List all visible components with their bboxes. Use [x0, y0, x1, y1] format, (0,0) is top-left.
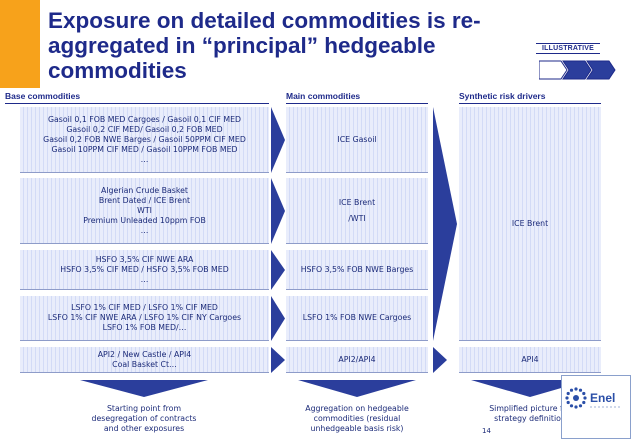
arrow-right-icon [271, 178, 285, 244]
base-gasoil-line-3: Gasoil 0,2 FOB NWE Barges / Gasoil 50PPM… [43, 134, 246, 144]
footnote-main-line-1: Aggregation on hedgeable [305, 404, 409, 413]
synthetic-api4-label: API4 [521, 354, 539, 364]
header-rule-synthetic [459, 103, 601, 104]
footnote-base-line-3: and other exposures [103, 424, 185, 433]
arrow-right-icon [271, 347, 285, 373]
main-ice-brent-label: ICE Brent [338, 197, 376, 207]
header-synthetic-drivers: Synthetic risk drivers [459, 91, 546, 101]
base-crude-line-2: Brent Dated / ICE Brent [98, 195, 191, 205]
base-coal-line-2: Coal Basket Ct… [112, 359, 177, 369]
base-hsfo-line-3: … [140, 274, 149, 284]
footnote-main: Aggregation on hedgeable commodities (re… [282, 404, 432, 434]
main-ice-gasoil-label: ICE Gasoil [337, 134, 377, 144]
synthetic-box-api4: API4 [459, 347, 601, 373]
base-lsfo-line-1: LSFO 1% CIF MED / LSFO 1% CIF MED [71, 303, 218, 312]
arrow-right-icon [271, 107, 285, 173]
footnote-main-line-2: commodities (residual [313, 414, 401, 423]
main-hsfo-label: HSFO 3,5% FOB NWE Barges [300, 264, 414, 274]
base-box-crude: Algerian Crude Basket Brent Dated / ICE … [20, 178, 269, 244]
enel-logo-icon: Enel [565, 387, 622, 409]
main-box-ice-brent: ICE Brent /WTI [286, 178, 428, 244]
base-box-gasoil: Gasoil 0,1 FOB MED Cargoes / Gasoil 0,1 … [20, 107, 269, 173]
base-box-hsfo: HSFO 3,5% CIF NWE ARA HSFO 3,5% CIF MED … [20, 250, 269, 290]
base-gasoil-line-2: Gasoil 0,2 CIF MED/ Gasoil 0,2 FOB MED [66, 124, 223, 134]
header-rule-base [5, 103, 269, 104]
accent-bar [0, 0, 40, 88]
synthetic-ice-brent-label: ICE Brent [511, 218, 549, 228]
base-crude-line-3: WTI [137, 205, 152, 215]
arrow-right-icon [271, 250, 285, 290]
main-lsfo-label: LSFO 1% FOB NWE Cargoes [302, 313, 412, 322]
main-wti-label: /WTI [348, 213, 366, 223]
base-coal-line-1: API2 / New Castle / API4 [97, 349, 192, 359]
main-api-label: API2/API4 [338, 354, 376, 364]
footnote-base-line-1: Starting point from [106, 404, 182, 413]
base-box-lsfo: LSFO 1% CIF MED / LSFO 1% CIF MED LSFO 1… [20, 296, 269, 341]
footnote-base: Starting point from desegregation of con… [60, 404, 228, 434]
arrow-down-icon [80, 380, 208, 397]
base-gasoil-line-4: Gasoil 10PPM CIF MED / Gasoil 10PPM FOB … [51, 144, 238, 154]
arrow-right-icon [433, 347, 447, 373]
footnote-synthetic-line-2: strategy definition [494, 414, 566, 423]
main-box-hsfo: HSFO 3,5% FOB NWE Barges [286, 250, 428, 290]
arrow-down-icon [471, 380, 589, 397]
arrow-down-icon [298, 380, 416, 397]
header-base-commodities: Base commodities [5, 91, 81, 101]
base-gasoil-line-1: Gasoil 0,1 FOB MED Cargoes / Gasoil 0,1 … [47, 114, 242, 124]
synthetic-box-ice-brent: ICE Brent [459, 107, 601, 341]
aggregation-arrow-icon [433, 107, 457, 341]
enel-logo-text: Enel [590, 391, 615, 405]
footnote-base-line-2: desegregation of contracts [91, 414, 197, 423]
base-lsfo-line-3: LSFO 1% FOB MED/… [102, 323, 187, 332]
base-crude-line-4: Premium Unleaded 10ppm FOB [83, 215, 206, 225]
base-hsfo-line-1: HSFO 3,5% CIF NWE ARA [95, 254, 194, 264]
page-number: 14 [482, 427, 491, 435]
base-box-coal: API2 / New Castle / API4 Coal Basket Ct… [20, 347, 269, 373]
base-crude-line-5: … [140, 225, 149, 235]
arrow-right-icon [271, 296, 285, 341]
footnote-synthetic-line-1: Simplified picture for [489, 404, 571, 413]
page-title: Exposure on detailed commodities is re-a… [48, 8, 481, 83]
main-box-api: API2/API4 [286, 347, 428, 373]
enel-logo: Enel [561, 375, 631, 439]
main-box-ice-gasoil: ICE Gasoil [286, 107, 428, 173]
main-box-lsfo: LSFO 1% FOB NWE Cargoes [286, 296, 428, 341]
base-crude-line-1: Algerian Crude Basket [101, 185, 188, 195]
base-hsfo-line-2: HSFO 3,5% CIF MED / HSFO 3,5% FOB MED [60, 264, 229, 274]
header-main-commodities: Main commodities [286, 91, 361, 101]
footnote-main-line-3: unhedgeable basis risk) [310, 424, 404, 433]
progress-chevrons-icon [539, 60, 616, 80]
base-gasoil-line-5: … [140, 154, 149, 164]
header-rule-main [286, 103, 428, 104]
illustrative-badge: ILLUSTRATIVE [536, 43, 600, 54]
base-lsfo-line-2: LSFO 1% CIF NWE ARA / LSFO 1% CIF NY Car… [47, 313, 242, 322]
footnote-synthetic: Simplified picture for strategy definiti… [466, 404, 594, 424]
